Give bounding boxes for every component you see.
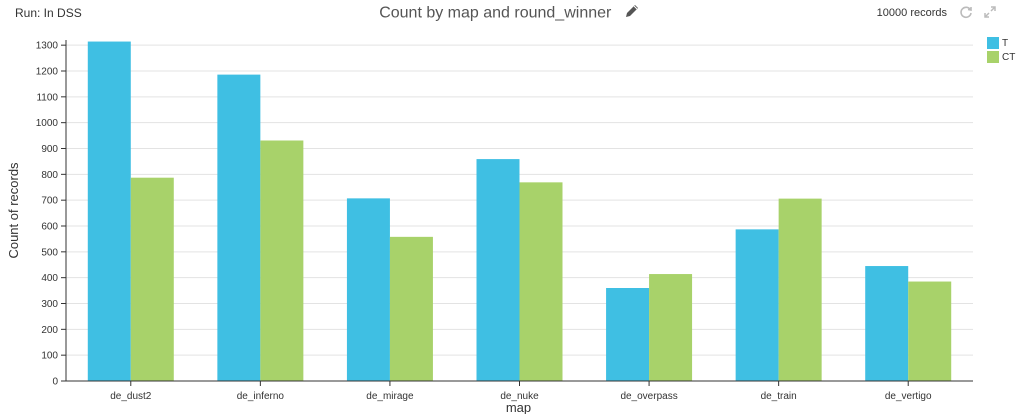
y-tick-label: 600 (41, 222, 58, 233)
bar-de_inferno-ct[interactable] (260, 140, 304, 381)
legend-item-ct[interactable]: CT (987, 50, 1015, 64)
pencil-icon[interactable] (624, 3, 640, 24)
bar-de_inferno-t[interactable] (217, 74, 261, 381)
y-tick-label: 1100 (36, 92, 58, 103)
x-tick-label: de_dust2 (110, 391, 152, 402)
bar-de_vertigo-ct[interactable] (908, 281, 952, 381)
x-tick-label: de_inferno (237, 391, 285, 402)
bar-de_overpass-t[interactable] (606, 288, 650, 381)
legend-swatch-t (987, 37, 999, 49)
refresh-icon[interactable] (959, 5, 973, 24)
y-tick-label: 800 (41, 170, 58, 181)
y-tick-label: 100 (41, 351, 58, 362)
bar-de_mirage-ct[interactable] (389, 236, 433, 381)
y-tick-label: 0 (52, 377, 58, 388)
bar-de_dust2-t[interactable] (87, 41, 131, 382)
x-tick-label: de_train (761, 391, 797, 402)
x-tick-label: de_nuke (500, 391, 539, 402)
records-count: 10000 records (876, 7, 947, 19)
axes: 0 100 200 300 400 500 600 700 800 900 1000 1100 1200… (36, 40, 973, 402)
y-tick-label: 400 (41, 273, 58, 284)
y-tick-label: 1000 (36, 118, 59, 129)
bar-de_train-ct[interactable] (778, 198, 822, 381)
y-tick-label: 900 (41, 144, 58, 155)
chart-title: Count by map and round_winner (379, 4, 612, 22)
y-tick-label: 200 (41, 325, 58, 336)
legend-label-t: T (1002, 37, 1009, 49)
bar-de_overpass-ct[interactable] (649, 274, 693, 381)
chart-header: Count by map and round_winner (0, 3, 1019, 24)
bar-de_train-t[interactable] (735, 229, 779, 381)
x-axis-title: map (506, 400, 531, 414)
y-tick-label: 300 (41, 299, 58, 310)
run-label: Run: In DSS (15, 6, 82, 20)
bar-de_dust2-ct[interactable] (130, 177, 174, 381)
x-tick-label: de_vertigo (885, 391, 932, 402)
y-tick-label: 1200 (36, 67, 59, 78)
bars (87, 41, 952, 382)
y-tick-label: 500 (41, 247, 58, 258)
bar-de_nuke-t[interactable] (476, 159, 520, 381)
legend-item-t[interactable]: T (987, 36, 1015, 50)
bar-de_nuke-ct[interactable] (519, 182, 563, 381)
y-tick-label: 700 (41, 196, 58, 207)
legend: T CT (987, 36, 1015, 64)
y-tick-label: 1300 (36, 41, 59, 52)
legend-label-ct: CT (1002, 51, 1016, 63)
legend-swatch-ct (987, 51, 999, 63)
x-tick-label: de_mirage (366, 391, 414, 402)
expand-icon[interactable] (983, 5, 997, 24)
bar-de_mirage-t[interactable] (346, 198, 390, 381)
bar-de_vertigo-t[interactable] (865, 266, 909, 381)
x-tick-label: de_overpass (620, 391, 677, 402)
y-axis-title: Count of records (6, 162, 21, 259)
